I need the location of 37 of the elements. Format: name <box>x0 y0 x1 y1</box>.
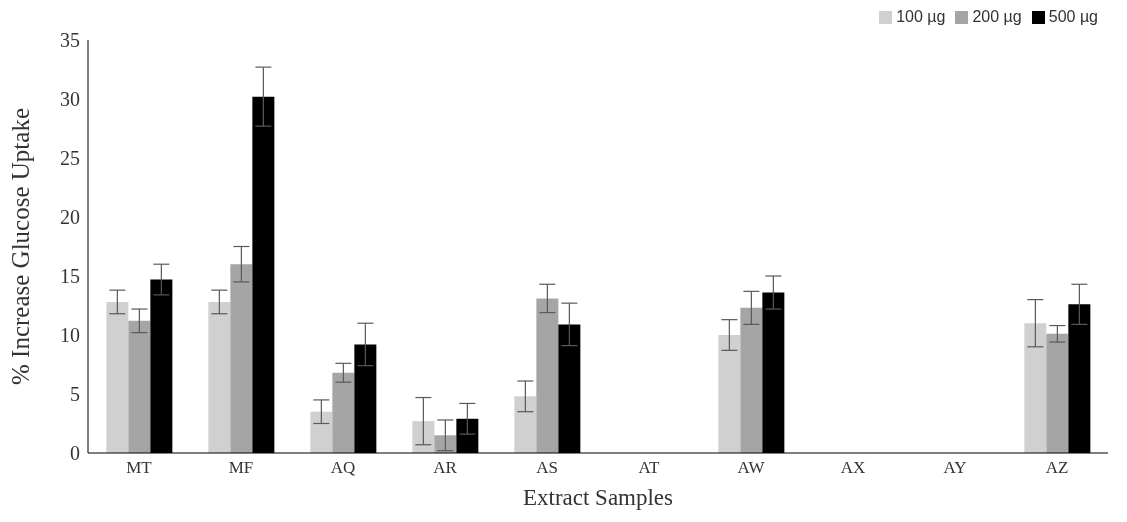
bar <box>740 307 763 453</box>
x-tick-label: AY <box>943 458 967 478</box>
x-tick-label: AX <box>840 458 866 478</box>
x-tick-label: AR <box>433 458 458 478</box>
x-tick-label: AW <box>737 458 766 478</box>
legend-label: 100 µg <box>896 8 946 25</box>
y-tick-label: 30 <box>60 88 80 111</box>
bar <box>310 411 333 453</box>
y-tick-label: 20 <box>60 206 80 229</box>
y-axis-title: % Increase Glucose Uptake <box>6 108 34 385</box>
bar <box>128 320 151 453</box>
bar <box>536 298 559 453</box>
bar <box>208 301 231 453</box>
x-tick-label: AQ <box>330 458 356 478</box>
bar <box>434 435 457 453</box>
x-tick-label: AZ <box>1045 458 1069 478</box>
bar <box>412 421 435 453</box>
y-tick-label: 0 <box>70 442 80 465</box>
x-tick-label: MT <box>126 458 153 478</box>
bar <box>230 264 253 453</box>
bar <box>332 372 355 453</box>
y-tick-label: 25 <box>60 147 80 170</box>
y-tick-label: 5 <box>70 383 80 406</box>
x-tick-label: AS <box>536 458 558 478</box>
legend-label: 500 µg <box>1048 8 1098 25</box>
bar <box>1046 333 1069 453</box>
bar <box>1024 323 1047 453</box>
bar <box>106 301 129 453</box>
x-tick-label: MF <box>228 458 254 478</box>
y-tick-label: 15 <box>60 265 80 288</box>
bar <box>514 396 537 453</box>
x-axis-title: Extract Samples <box>522 485 674 510</box>
y-tick-label: 35 <box>60 29 80 52</box>
y-tick-label: 10 <box>60 324 80 347</box>
legend-label: 200 µg <box>972 8 1022 25</box>
x-tick-label: AT <box>638 458 660 478</box>
bar <box>718 335 741 453</box>
